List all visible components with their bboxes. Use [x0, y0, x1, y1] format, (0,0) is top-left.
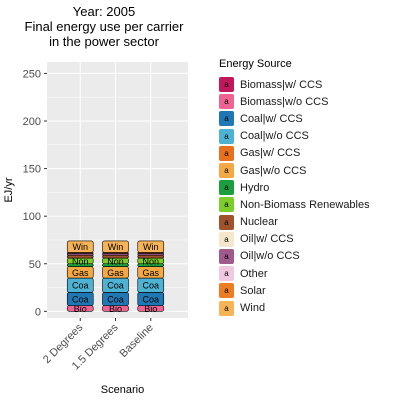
legend-item: a Coal|w/o CCS [219, 128, 395, 145]
y-tick-label: 0 [35, 306, 41, 318]
bar-segment [102, 240, 129, 253]
bar-segment-label: Gas [107, 268, 124, 278]
y-tick-label: 200 [23, 116, 41, 128]
legend-key-swatch: a [219, 231, 234, 247]
legend-item: a Hydro [219, 179, 395, 196]
legend-label: Coal|w/ CCS [240, 112, 303, 125]
x-tick-label: Baseline [118, 322, 156, 360]
bar-segment-label: Coa [72, 281, 89, 291]
legend-label: Oil|w/ CCS [240, 233, 294, 246]
bar-segment-label: Coa [107, 281, 124, 291]
legend-item: a Solar [219, 282, 395, 299]
bar-segment [137, 254, 165, 259]
legend-key-swatch: a [219, 77, 234, 93]
bar-segment [137, 240, 165, 253]
bar-segment-label: Win [73, 242, 89, 252]
legend-key-swatch: a [219, 214, 234, 230]
bar-segment-label: Coa [72, 294, 89, 304]
y-tick-label: 50 [29, 259, 41, 271]
y-tick-label: 100 [23, 211, 41, 223]
legend-key-swatch: a [219, 111, 234, 127]
legend-item: a Coal|w/ CCS [219, 110, 395, 127]
legend-item: a Biomass|w/o CCS [219, 93, 395, 110]
legend-label: Oil|w/o CCS [240, 250, 300, 263]
bar-segment-label: Coa [142, 281, 159, 291]
legend-key-swatch: a [219, 163, 234, 179]
bar-segment [102, 254, 129, 259]
bars: BioCoaCoaGasNonWinBioCoaCoaGasNonWinBioC… [66, 240, 165, 314]
legend-label: Biomass|w/ CCS [240, 78, 323, 91]
legend-label: Gas|w/ CCS [240, 147, 301, 160]
legend-label: Nuclear [240, 216, 278, 229]
bar-segment-label: Non [72, 256, 89, 266]
legend-label: Hydro [240, 181, 270, 194]
legend-item: a Gas|w/ CCS [219, 145, 395, 162]
legend-key-swatch: a [219, 266, 234, 282]
legend-title: Energy Source [219, 58, 292, 70]
legend-items: a Biomass|w/ CCS a Biomass|w/o CCS a Coal|w/ … [219, 76, 395, 317]
legend-label: Solar [240, 284, 266, 297]
legend-label: Non-Biomass Renewables [240, 198, 370, 211]
bar-segment-label: Non [142, 256, 159, 266]
legend-key-swatch: a [219, 197, 234, 213]
legend-item: a Oil|w/o CCS [219, 248, 395, 265]
bar-segment-label: Coa [107, 294, 124, 304]
legend-item: a Nuclear [219, 214, 395, 231]
bar-segment [66, 240, 94, 253]
bar-segment-label: Bio [109, 304, 122, 314]
legend-key-swatch: a [219, 300, 234, 316]
legend-label: Biomass|w/o CCS [240, 95, 329, 108]
legend-item: a Oil|w/ CCS [219, 231, 395, 248]
legend-key-swatch: a [219, 128, 234, 144]
y-tick-label: 150 [23, 164, 41, 176]
legend-key-swatch: a [219, 283, 234, 299]
bar-segment-label: Gas [72, 268, 89, 278]
bar-segment-label: Win [108, 242, 124, 252]
bar-segment-label: Bio [74, 304, 87, 314]
legend-item: a Wind [219, 299, 395, 316]
chart-title-line: in the power sector [49, 34, 160, 49]
legend-item: a Non-Biomass Renewables [219, 196, 395, 213]
y-axis-label: EJ/yr [3, 177, 15, 202]
legend-key-swatch: a [219, 248, 234, 264]
x-axis-label: Scenario [101, 384, 144, 396]
bar-segment-label: Coa [142, 294, 159, 304]
legend-item: a Other [219, 265, 395, 282]
legend-key-swatch: a [219, 145, 234, 161]
y-tick-label: 250 [23, 68, 41, 80]
y-axis: 0 50 100 150 200 250 [23, 68, 47, 318]
chart-title-line: Final energy use per carrier [25, 19, 185, 34]
bar-segment-label: Gas [142, 268, 159, 278]
legend-item: a Gas|w/o CCS [219, 162, 395, 179]
legend-key-swatch: a [219, 94, 234, 110]
legend-label: Wind [240, 302, 266, 315]
legend-label: Gas|w/o CCS [240, 164, 307, 177]
legend-label: Other [240, 267, 268, 280]
chart-title-line: Year: 2005 [73, 4, 135, 19]
legend-key-swatch: a [219, 180, 234, 196]
bar-segment-label: Non [107, 256, 124, 266]
bar-segment-label: Bio [144, 304, 157, 314]
legend-item: a Biomass|w/ CCS [219, 76, 395, 93]
bar-segment [66, 254, 94, 259]
legend: Energy Source a Biomass|w/ CCS a Biomass|w/… [219, 58, 395, 317]
legend-label: Coal|w/o CCS [240, 130, 309, 143]
bar-segment-label: Win [143, 242, 159, 252]
